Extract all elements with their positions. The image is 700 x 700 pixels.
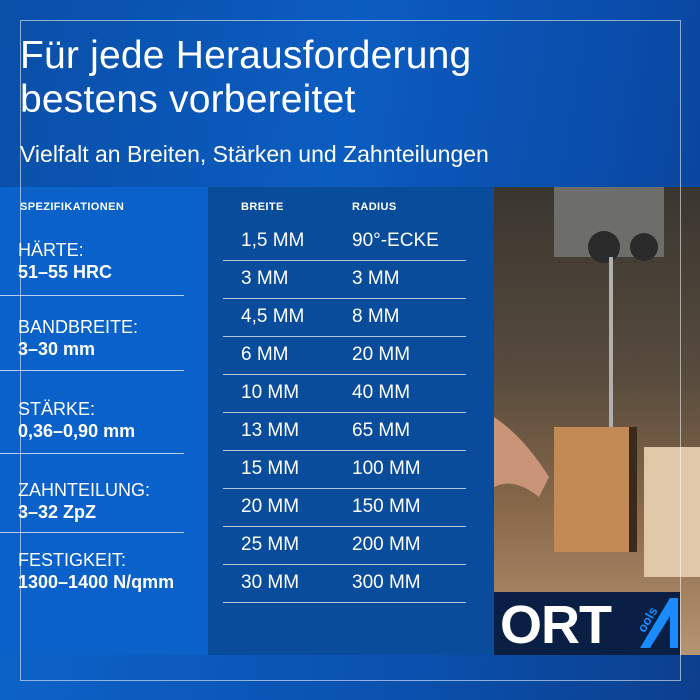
header: Für jede Herausforderung bestens vorberei…	[0, 0, 700, 187]
spec-value: 1300–1400 N/qmm	[18, 572, 175, 592]
radius-cell: 200 MM	[352, 534, 421, 555]
spec-label: HÄRTE:	[18, 240, 84, 260]
table-row: 6 MM 20 MM	[223, 337, 466, 375]
radius-cell: 90°-ECKE	[352, 230, 439, 251]
spec-value: 51–55 HRC	[18, 262, 113, 282]
column-header-breite: BREITE	[241, 201, 284, 213]
breite-cell: 20 MM	[241, 496, 300, 517]
table-row: 30 MM 300 MM	[223, 565, 466, 603]
bandsaw-photo	[494, 187, 700, 655]
breite-cell: 1,5 MM	[241, 230, 305, 251]
spec-value: 3–32 ZpZ	[18, 502, 97, 522]
spec-item: BANDBREITE: 3–30 mm	[0, 316, 184, 371]
spec-value: 3–30 mm	[18, 339, 96, 359]
breite-cell: 6 MM	[241, 344, 289, 365]
logo-text: ORT	[500, 595, 612, 655]
title-line-2: bestens vorbereitet	[20, 78, 356, 121]
breite-cell: 4,5 MM	[241, 306, 305, 327]
table-row: 25 MM 200 MM	[223, 527, 466, 565]
spec-label: STÄRKE:	[18, 399, 96, 419]
orta-tools-logo: ORT ools	[494, 592, 680, 655]
radius-cell: 40 MM	[352, 382, 411, 403]
title-line-1: Für jede Herausforderung	[20, 34, 472, 77]
breite-cell: 25 MM	[241, 534, 300, 555]
radius-cell: 20 MM	[352, 344, 411, 365]
spec-item: STÄRKE: 0,36–0,90 mm	[0, 398, 184, 454]
radius-cell: 3 MM	[352, 268, 400, 289]
spec-label: ZAHNTEILUNG:	[18, 480, 151, 500]
specifications-panel: SPEZIFIKATIONEN HÄRTE: 51–55 HRC BANDBREI…	[0, 187, 208, 655]
radius-cell: 65 MM	[352, 420, 411, 441]
breite-cell: 10 MM	[241, 382, 300, 403]
table-row: 15 MM 100 MM	[223, 451, 466, 489]
spec-label: BANDBREITE:	[18, 317, 139, 337]
size-table: BREITE RADIUS 1,5 MM 90°-ECKE 3 MM 3 MM 4,5 …	[208, 187, 494, 655]
table-row: 20 MM 150 MM	[223, 489, 466, 527]
page-title: Für jede Herausforderung bestens vorberei…	[20, 34, 471, 122]
table-row: 3 MM 3 MM	[223, 261, 466, 299]
radius-cell: 100 MM	[352, 458, 421, 479]
spec-item: ZAHNTEILUNG: 3–32 ZpZ	[0, 479, 184, 533]
table-row: 4,5 MM 8 MM	[223, 299, 466, 337]
column-header-radius: RADIUS	[352, 201, 397, 213]
breite-cell: 15 MM	[241, 458, 300, 479]
radius-cell: 150 MM	[352, 496, 421, 517]
table-row: 13 MM 65 MM	[223, 413, 466, 451]
spec-value: 0,36–0,90 mm	[18, 421, 136, 441]
spec-item: HÄRTE: 51–55 HRC	[0, 239, 184, 296]
specifications-heading: SPEZIFIKATIONEN	[20, 201, 125, 213]
logo-a-mark	[640, 598, 678, 648]
spec-label: FESTIGKEIT:	[18, 550, 127, 570]
table-row: 10 MM 40 MM	[223, 375, 466, 413]
subtitle: Vielfalt an Breiten, Stärken und Zahntei…	[20, 141, 489, 167]
breite-cell: 3 MM	[241, 268, 289, 289]
breite-cell: 30 MM	[241, 572, 300, 593]
table-row: 1,5 MM 90°-ECKE	[223, 223, 466, 261]
footer-band	[0, 655, 700, 700]
spec-item: FESTIGKEIT: 1300–1400 N/qmm	[0, 549, 184, 599]
radius-cell: 300 MM	[352, 572, 421, 593]
breite-cell: 13 MM	[241, 420, 300, 441]
bandsaw-image	[494, 187, 700, 577]
radius-cell: 8 MM	[352, 306, 400, 327]
